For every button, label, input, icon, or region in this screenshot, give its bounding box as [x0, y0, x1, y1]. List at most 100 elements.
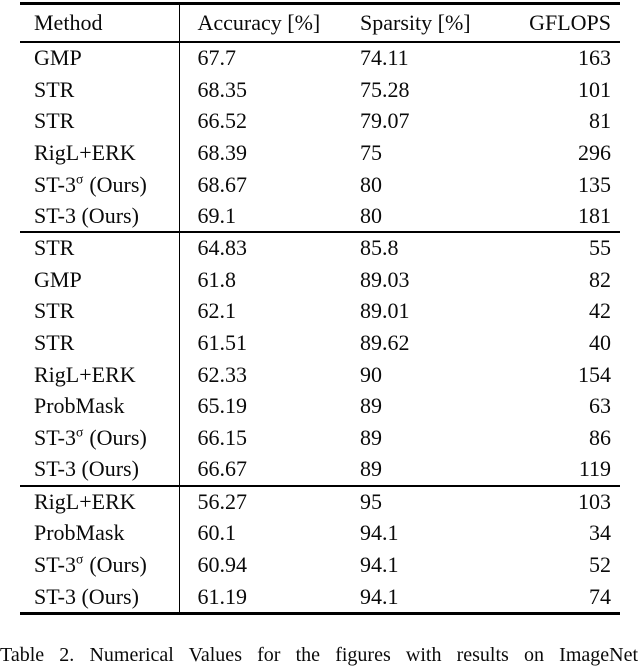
- sparsity-cell: 89.01: [360, 298, 410, 324]
- accuracy-cell: 62.33: [178, 358, 343, 391]
- accuracy-cell: 66.67: [178, 453, 343, 486]
- method-cell: ProbMask: [34, 393, 125, 419]
- gflops-cell: 101: [578, 76, 611, 102]
- sparsity-cell: 89: [360, 393, 382, 419]
- method-cell: STR: [34, 76, 75, 102]
- table-row: ProbMask 65.19 89 63: [20, 390, 620, 423]
- table-body: GMP 67.7 74.11 163 STR 68.35 75.28 101 STR 66.52 7…: [20, 42, 620, 613]
- accuracy-cell: 68.35: [178, 73, 343, 106]
- sparsity-cell: 89: [360, 456, 382, 482]
- method-cell: ST-3 (Ours): [34, 583, 139, 609]
- sparsity-cell: 94.1: [360, 583, 399, 609]
- table-row: ST-3σ (Ours) 60.94 94.1 52: [20, 549, 620, 581]
- accuracy-cell: 69.1: [178, 200, 343, 233]
- table-row: ST-3 (Ours) 69.1 80 181: [20, 200, 620, 233]
- table-header: Method Accuracy [%] Sparsity [%] GFLOPS: [20, 5, 620, 43]
- column-header-sparsity: Sparsity [%]: [343, 5, 493, 43]
- accuracy-cell: 60.94: [178, 549, 343, 581]
- sigma-superscript: σ: [75, 424, 84, 440]
- accuracy-cell: 68.39: [178, 137, 343, 169]
- method-cell: ST-3 (Ours): [34, 456, 139, 482]
- table-row: ST-3 (Ours) 61.19 94.1 74: [20, 580, 620, 613]
- gflops-cell: 135: [578, 171, 611, 197]
- gflops-cell: 55: [493, 231, 620, 264]
- accuracy-cell: 66.15: [178, 422, 343, 454]
- column-header-method: Method: [20, 5, 179, 43]
- gflops-cell: 34: [589, 520, 611, 546]
- gflops-cell: 81: [589, 108, 611, 134]
- accuracy-cell: 61.8: [178, 263, 343, 296]
- gflops-cell: 42: [589, 298, 611, 324]
- table-row: RigL+ERK 68.39 75 296: [20, 137, 620, 169]
- gflops-cell: 119: [578, 456, 611, 482]
- accuracy-cell: 61.51: [178, 327, 343, 359]
- sparsity-cell: 75: [360, 139, 382, 165]
- gflops-cell: 82: [589, 266, 611, 292]
- table-row: RigL+ERK 62.33 90 154: [20, 358, 620, 391]
- accuracy-cell: 62.1: [178, 295, 343, 328]
- accuracy-cell: 66.52: [178, 105, 343, 138]
- sparsity-cell: 94.1: [360, 520, 399, 546]
- method-cell: RigL+ERK: [20, 484, 179, 518]
- method-cell: ST-3σ (Ours): [34, 424, 147, 451]
- table-row: ProbMask 60.1 94.1 34: [20, 517, 620, 549]
- sparsity-cell: 85.8: [343, 231, 493, 264]
- sparsity-cell: 89.62: [360, 330, 410, 356]
- accuracy-cell: 61.19: [178, 580, 343, 613]
- method-results-table: Method Accuracy [%] Sparsity [%] GFLOPS …: [20, 5, 620, 613]
- method-cell: RigL+ERK: [34, 139, 136, 165]
- gflops-cell: 296: [578, 139, 611, 165]
- gflops-cell: 63: [589, 393, 611, 419]
- gflops-cell: 52: [589, 551, 611, 577]
- sigma-superscript: σ: [75, 171, 84, 187]
- method-cell: GMP: [34, 45, 82, 71]
- sparsity-cell: 80: [360, 202, 382, 228]
- method-cell: STR: [34, 298, 75, 324]
- sigma-superscript: σ: [75, 551, 84, 567]
- sparsity-cell: 90: [360, 361, 382, 387]
- table-caption: Table 2. Numerical Values for the figure…: [0, 644, 638, 666]
- method-cell: ProbMask: [34, 520, 125, 546]
- method-cell: RigL+ERK: [34, 361, 136, 387]
- gflops-cell: 40: [589, 330, 611, 356]
- method-cell: STR: [20, 231, 179, 264]
- gflops-cell: 181: [578, 202, 611, 228]
- sparsity-cell: 89.03: [360, 266, 410, 292]
- gflops-cell: 74: [589, 583, 611, 609]
- sparsity-cell: 79.07: [360, 108, 410, 134]
- table-row: RigL+ERK 56.27 95 103: [20, 484, 620, 518]
- method-cell: ST-3σ (Ours): [34, 551, 147, 577]
- sparsity-cell: 80: [360, 171, 382, 197]
- accuracy-cell: 67.7: [178, 42, 343, 74]
- accuracy-cell: 65.19: [178, 390, 343, 423]
- accuracy-cell: 68.67: [178, 168, 343, 201]
- table-row: GMP 67.7 74.11 163: [20, 42, 620, 74]
- gflops-cell: 163: [578, 45, 611, 71]
- table-row: ST-3σ (Ours) 68.67 80 135: [20, 168, 620, 201]
- method-cell: ST-3 (Ours): [34, 202, 139, 228]
- gflops-cell: 103: [493, 484, 620, 518]
- table-row: STR 68.35 75.28 101: [20, 73, 620, 106]
- method-cell: GMP: [34, 266, 82, 292]
- accuracy-cell: 64.83: [178, 231, 343, 264]
- sparsity-cell: 89: [360, 425, 382, 451]
- sparsity-cell: 95: [343, 484, 493, 518]
- table-row: GMP 61.8 89.03 82: [20, 263, 620, 296]
- results-table: Method Accuracy [%] Sparsity [%] GFLOPS …: [20, 2, 620, 616]
- sparsity-cell: 75.28: [360, 76, 410, 102]
- gflops-cell: 154: [578, 361, 611, 387]
- table-row: STR 66.52 79.07 81: [20, 105, 620, 138]
- table-row: ST-3 (Ours) 66.67 89 119: [20, 453, 620, 486]
- accuracy-cell: 60.1: [178, 517, 343, 549]
- table-row: ST-3σ (Ours) 66.15 89 86: [20, 422, 620, 454]
- sparsity-cell: 94.1: [360, 551, 399, 577]
- method-cell: STR: [34, 108, 75, 134]
- column-header-gflops: GFLOPS: [493, 5, 620, 43]
- table-row: STR 64.83 85.8 55: [20, 231, 620, 264]
- table-row: STR 62.1 89.01 42: [20, 295, 620, 328]
- table-row: STR 61.51 89.62 40: [20, 327, 620, 359]
- method-cell: ST-3σ (Ours): [34, 171, 147, 197]
- header-row: Method Accuracy [%] Sparsity [%] GFLOPS: [20, 5, 620, 43]
- sparsity-cell: 74.11: [360, 45, 409, 71]
- accuracy-cell: 56.27: [178, 484, 343, 518]
